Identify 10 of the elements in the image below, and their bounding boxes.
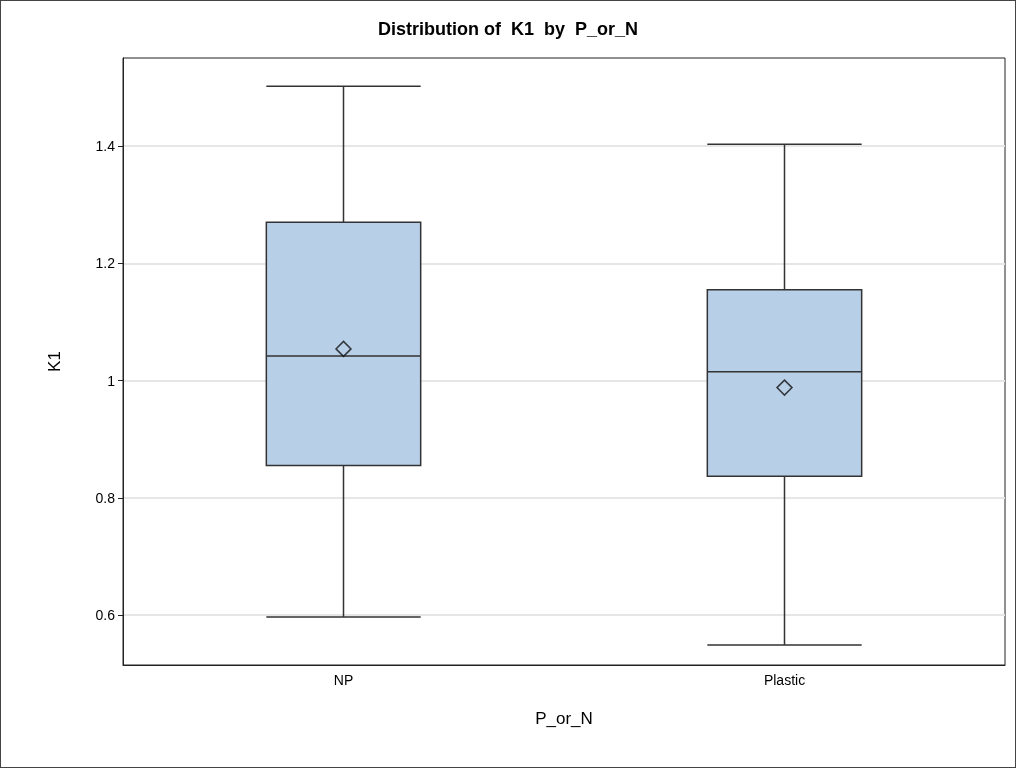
y-tick-label: 1.4 [95,137,116,154]
y-axis-title: K1 [45,351,64,372]
y-tick-label: 1 [107,372,116,389]
x-axis-title: P_or_N [535,709,593,728]
chart-title: Distribution of K1 by P_or_N [377,19,639,39]
x-tick-label: Plastic [763,672,806,688]
y-tick-label: 1.2 [95,255,116,272]
y-tick-label: 0.6 [95,607,116,624]
y-tick-label: 0.8 [95,489,116,506]
x-tick-label: NP [333,672,354,688]
